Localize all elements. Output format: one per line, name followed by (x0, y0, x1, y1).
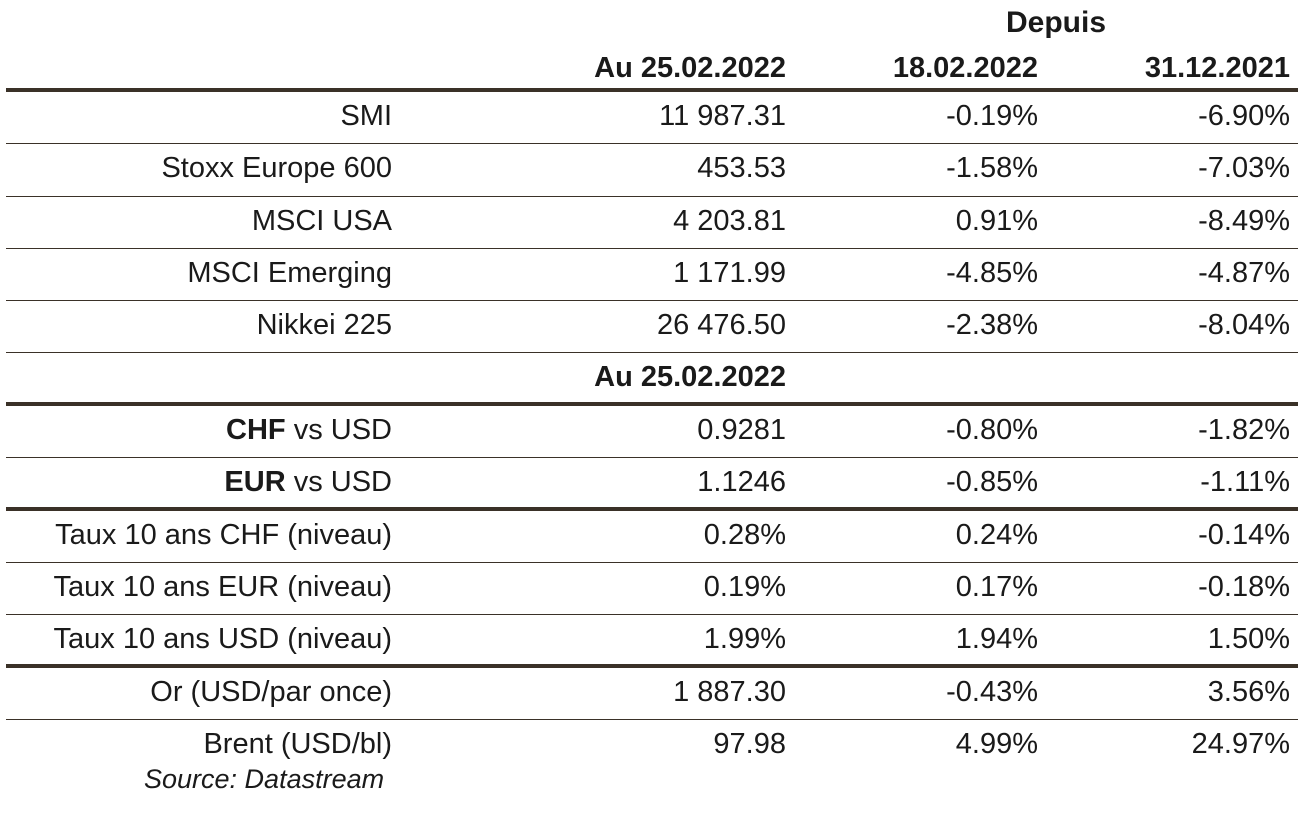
row-change-ytd: -1.82% (1198, 413, 1290, 446)
table-row: Brent (USD/bl) 97.98 4.99% 24.97% (6, 720, 1298, 771)
table-body: SMI 11 987.31 -0.19% -6.90% Stoxx Europe… (6, 92, 1298, 771)
row-value: 97.98 (713, 728, 786, 761)
row-label: SMI (340, 100, 392, 132)
row-change-ytd: -6.90% (1198, 100, 1290, 132)
row-change-ytd: -8.04% (1198, 309, 1290, 342)
row-change-week: -0.85% (946, 466, 1038, 499)
row-value: 4 203.81 (673, 204, 786, 237)
row-label: Or (USD/par once) (150, 675, 392, 708)
row-value: 1.1246 (697, 466, 786, 499)
subheader-date: Au 25.02.2022 (594, 361, 786, 394)
row-change-ytd: -1.11% (1200, 466, 1290, 499)
row-change-week: 0.24% (955, 518, 1038, 551)
row-value: 0.9281 (697, 413, 786, 446)
row-change-week: 1.94% (955, 623, 1038, 656)
col-header-date: Au 25.02.2022 (594, 52, 786, 84)
source-note: Source: Datastream (144, 764, 385, 794)
table-row: SMI 11 987.31 -0.19% -6.90% (6, 92, 1298, 145)
row-change-week: -0.43% (946, 675, 1038, 708)
row-value: 26 476.50 (656, 309, 786, 342)
row-change-week: -0.19% (946, 100, 1038, 132)
row-change-week: 4.99% (955, 728, 1038, 761)
row-change-ytd: 1.50% (1207, 623, 1290, 656)
row-value: 1 171.99 (673, 256, 786, 289)
row-change-week: -1.58% (946, 152, 1038, 185)
row-change-ytd: -4.87% (1198, 256, 1290, 289)
row-label: Taux 10 ans CHF (niveau) (55, 518, 392, 551)
row-change-week: 0.17% (955, 571, 1038, 604)
row-label: Brent (USD/bl) (203, 728, 392, 761)
column-headers: Au 25.02.2022 18.02.2022 31.12.2021 (6, 52, 1298, 88)
row-value: 1 887.30 (673, 675, 786, 708)
row-value: 453.53 (697, 152, 786, 185)
row-label: Stoxx Europe 600 (161, 152, 392, 185)
row-value: 0.28% (703, 518, 786, 551)
row-label: CHF vs USD (6, 414, 392, 447)
row-label: Nikkei 225 (256, 309, 392, 342)
row-label: MSCI Emerging (187, 256, 392, 289)
col-header-week: 18.02.2022 (892, 52, 1038, 84)
table-row: Taux 10 ans USD (niveau) 1.99% 1.94% 1.5… (6, 615, 1298, 668)
table-row: EUR vs USD 1.1246 -0.85% -1.11% (6, 458, 1298, 511)
row-change-week: -2.38% (946, 309, 1038, 342)
col-header-ytd: 31.12.2021 (1144, 52, 1290, 84)
row-value: 11 987.31 (659, 100, 786, 132)
table-row: Stoxx Europe 600 453.53 -1.58% -7.03% (6, 144, 1298, 197)
table-row: MSCI Emerging 1 171.99 -4.85% -4.87% (6, 249, 1298, 302)
row-label: Taux 10 ans USD (niveau) (53, 623, 393, 656)
currency-suffix: vs USD (285, 466, 392, 499)
row-change-ytd: 3.56% (1207, 675, 1290, 708)
table-row: CHF vs USD 0.9281 -0.80% -1.82% (6, 406, 1298, 459)
subheader-row: Au 25.02.2022 (6, 353, 1298, 406)
row-change-ytd: -0.14% (1198, 518, 1290, 551)
header-rule (6, 88, 1298, 92)
row-change-ytd: -7.03% (1198, 152, 1290, 185)
depuis-header: Depuis (1005, 6, 1107, 39)
row-label: Taux 10 ans EUR (niveau) (53, 571, 393, 604)
table-row: Or (USD/par once) 1 887.30 -0.43% 3.56% (6, 668, 1298, 721)
table-row: Taux 10 ans CHF (niveau) 0.28% 0.24% -0.… (6, 511, 1298, 564)
row-change-ytd: 24.97% (1191, 728, 1290, 761)
table-row: MSCI USA 4 203.81 0.91% -8.49% (6, 197, 1298, 249)
row-change-week: 0.91% (955, 204, 1038, 237)
row-value: 1.99% (703, 623, 786, 656)
row-label: MSCI USA (251, 204, 392, 237)
row-change-ytd: -8.49% (1198, 204, 1290, 237)
currency-code: CHF (226, 413, 286, 446)
row-change-ytd: -0.18% (1198, 571, 1290, 604)
row-value: 0.19% (703, 571, 786, 604)
table-row: Nikkei 225 26 476.50 -2.38% -8.04% (6, 301, 1298, 354)
row-label: EUR vs USD (6, 466, 392, 499)
currency-code: EUR (224, 466, 286, 499)
row-change-week: -0.80% (946, 413, 1038, 446)
currency-suffix: vs USD (285, 413, 392, 446)
table-row: Taux 10 ans EUR (niveau) 0.19% 0.17% -0.… (6, 563, 1298, 616)
row-change-week: -4.85% (946, 256, 1038, 289)
